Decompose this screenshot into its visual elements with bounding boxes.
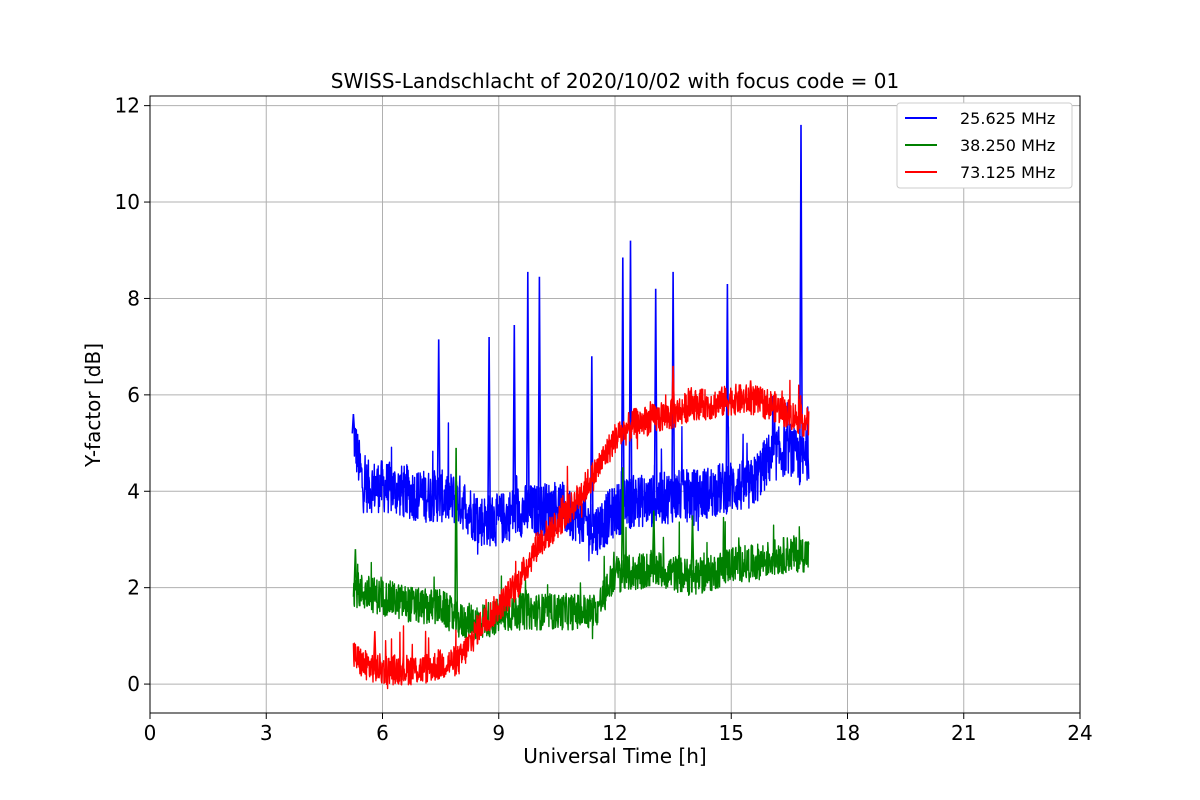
series-spike (651, 510, 656, 569)
y-tick-label: 10 (115, 190, 140, 214)
series-spike (620, 467, 625, 574)
x-tick-label: 21 (951, 721, 976, 745)
y-tick-label: 12 (115, 94, 140, 118)
series-spike (690, 515, 695, 579)
series-spike (351, 414, 356, 434)
series-spike (671, 365, 676, 415)
series-spike (372, 631, 377, 668)
legend-label-73125: 73.125 MHz (960, 163, 1055, 182)
series-spike (628, 240, 633, 503)
x-tick-label: 9 (492, 721, 505, 745)
series-line (352, 516, 810, 640)
series-line (352, 379, 810, 690)
series-spike (436, 339, 441, 497)
legend-label-38250: 38.250 MHz (960, 136, 1055, 155)
series-spike (525, 271, 530, 511)
x-tick-label: 0 (144, 721, 157, 745)
x-tick-label: 15 (719, 721, 744, 745)
y-tick-label: 4 (127, 479, 140, 503)
y-tick-label: 2 (127, 576, 140, 600)
chart-title: SWISS-Landschlacht of 2020/10/02 with fo… (331, 69, 899, 93)
x-tick-label: 3 (260, 721, 273, 745)
series-38-250-mhz (352, 447, 810, 640)
series-73-125-mhz (352, 365, 810, 690)
x-tick-label: 6 (376, 721, 389, 745)
x-tick-label: 24 (1067, 721, 1092, 745)
series-spike (537, 276, 542, 511)
y-tick-label: 6 (127, 383, 140, 407)
series-spike (748, 380, 753, 400)
series-spike (454, 447, 459, 619)
legend-label-25625: 25.625 MHz (960, 109, 1055, 128)
y-tick-label: 0 (127, 672, 140, 696)
series-spike (725, 283, 730, 488)
y-axis-label: Y-factor [dB] (81, 343, 105, 468)
series-layer (351, 124, 810, 690)
x-tick-label: 18 (835, 721, 860, 745)
x-axis-label: Universal Time [h] (523, 744, 706, 768)
series-spike (512, 324, 517, 513)
legend: 25.625 MHz 38.250 MHz 73.125 MHz (896, 102, 1073, 189)
x-tick-label: 12 (602, 721, 627, 745)
series-spike (487, 336, 491, 521)
y-tick-label: 8 (127, 286, 140, 310)
legend-box (896, 102, 1073, 189)
series-spike (353, 549, 358, 589)
series-spike (798, 124, 804, 463)
